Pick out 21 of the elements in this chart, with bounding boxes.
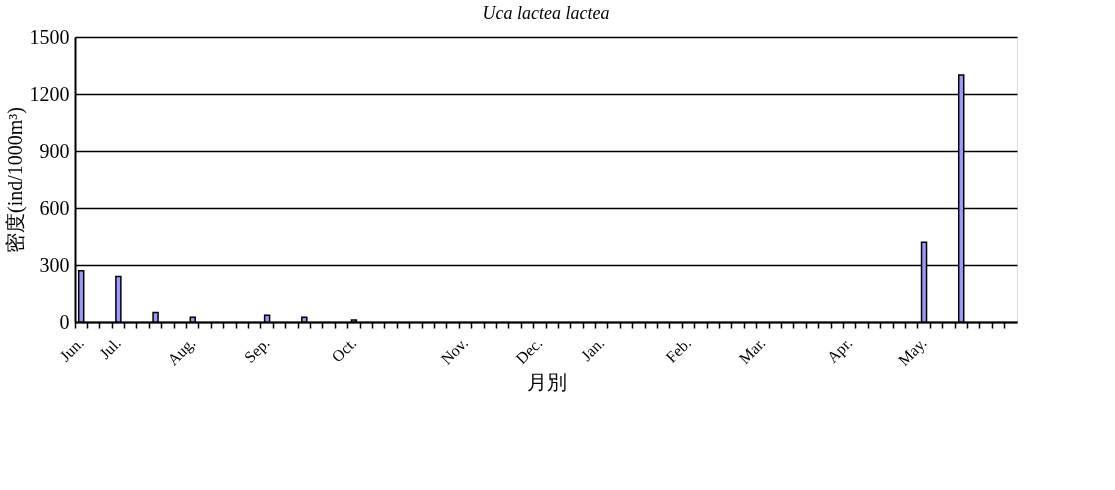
y-tick-label: 1500 [29, 25, 70, 48]
x-tick-label: May. [894, 334, 931, 370]
y-tick-label: 0 [59, 310, 70, 333]
y-tick-label: 1200 [29, 82, 70, 105]
x-tick-label: Jun. [56, 334, 87, 365]
x-tick-label: Nov. [437, 334, 472, 368]
x-axis-title: 月別 [526, 370, 567, 393]
y-tick-label: 600 [39, 196, 70, 219]
x-tick-label: Sep. [240, 334, 274, 367]
x-tick-label: Feb. [662, 334, 695, 366]
y-tick-label: 300 [39, 253, 70, 276]
chart-title: Uca lactea lactea [482, 3, 610, 23]
y-tick-label: 900 [39, 139, 70, 162]
x-tick-label: Jan. [577, 334, 608, 365]
x-tick-label: Mar. [735, 334, 769, 368]
y-axis-title: 密度(ind/1000m³) [3, 107, 27, 253]
x-tick-label: Jul. [95, 334, 125, 363]
x-tick-label: Dec. [512, 334, 546, 368]
x-tick-label: Apr. [823, 334, 857, 367]
x-tick-label: Aug. [164, 334, 200, 370]
x-tick-label: Oct. [328, 334, 360, 366]
